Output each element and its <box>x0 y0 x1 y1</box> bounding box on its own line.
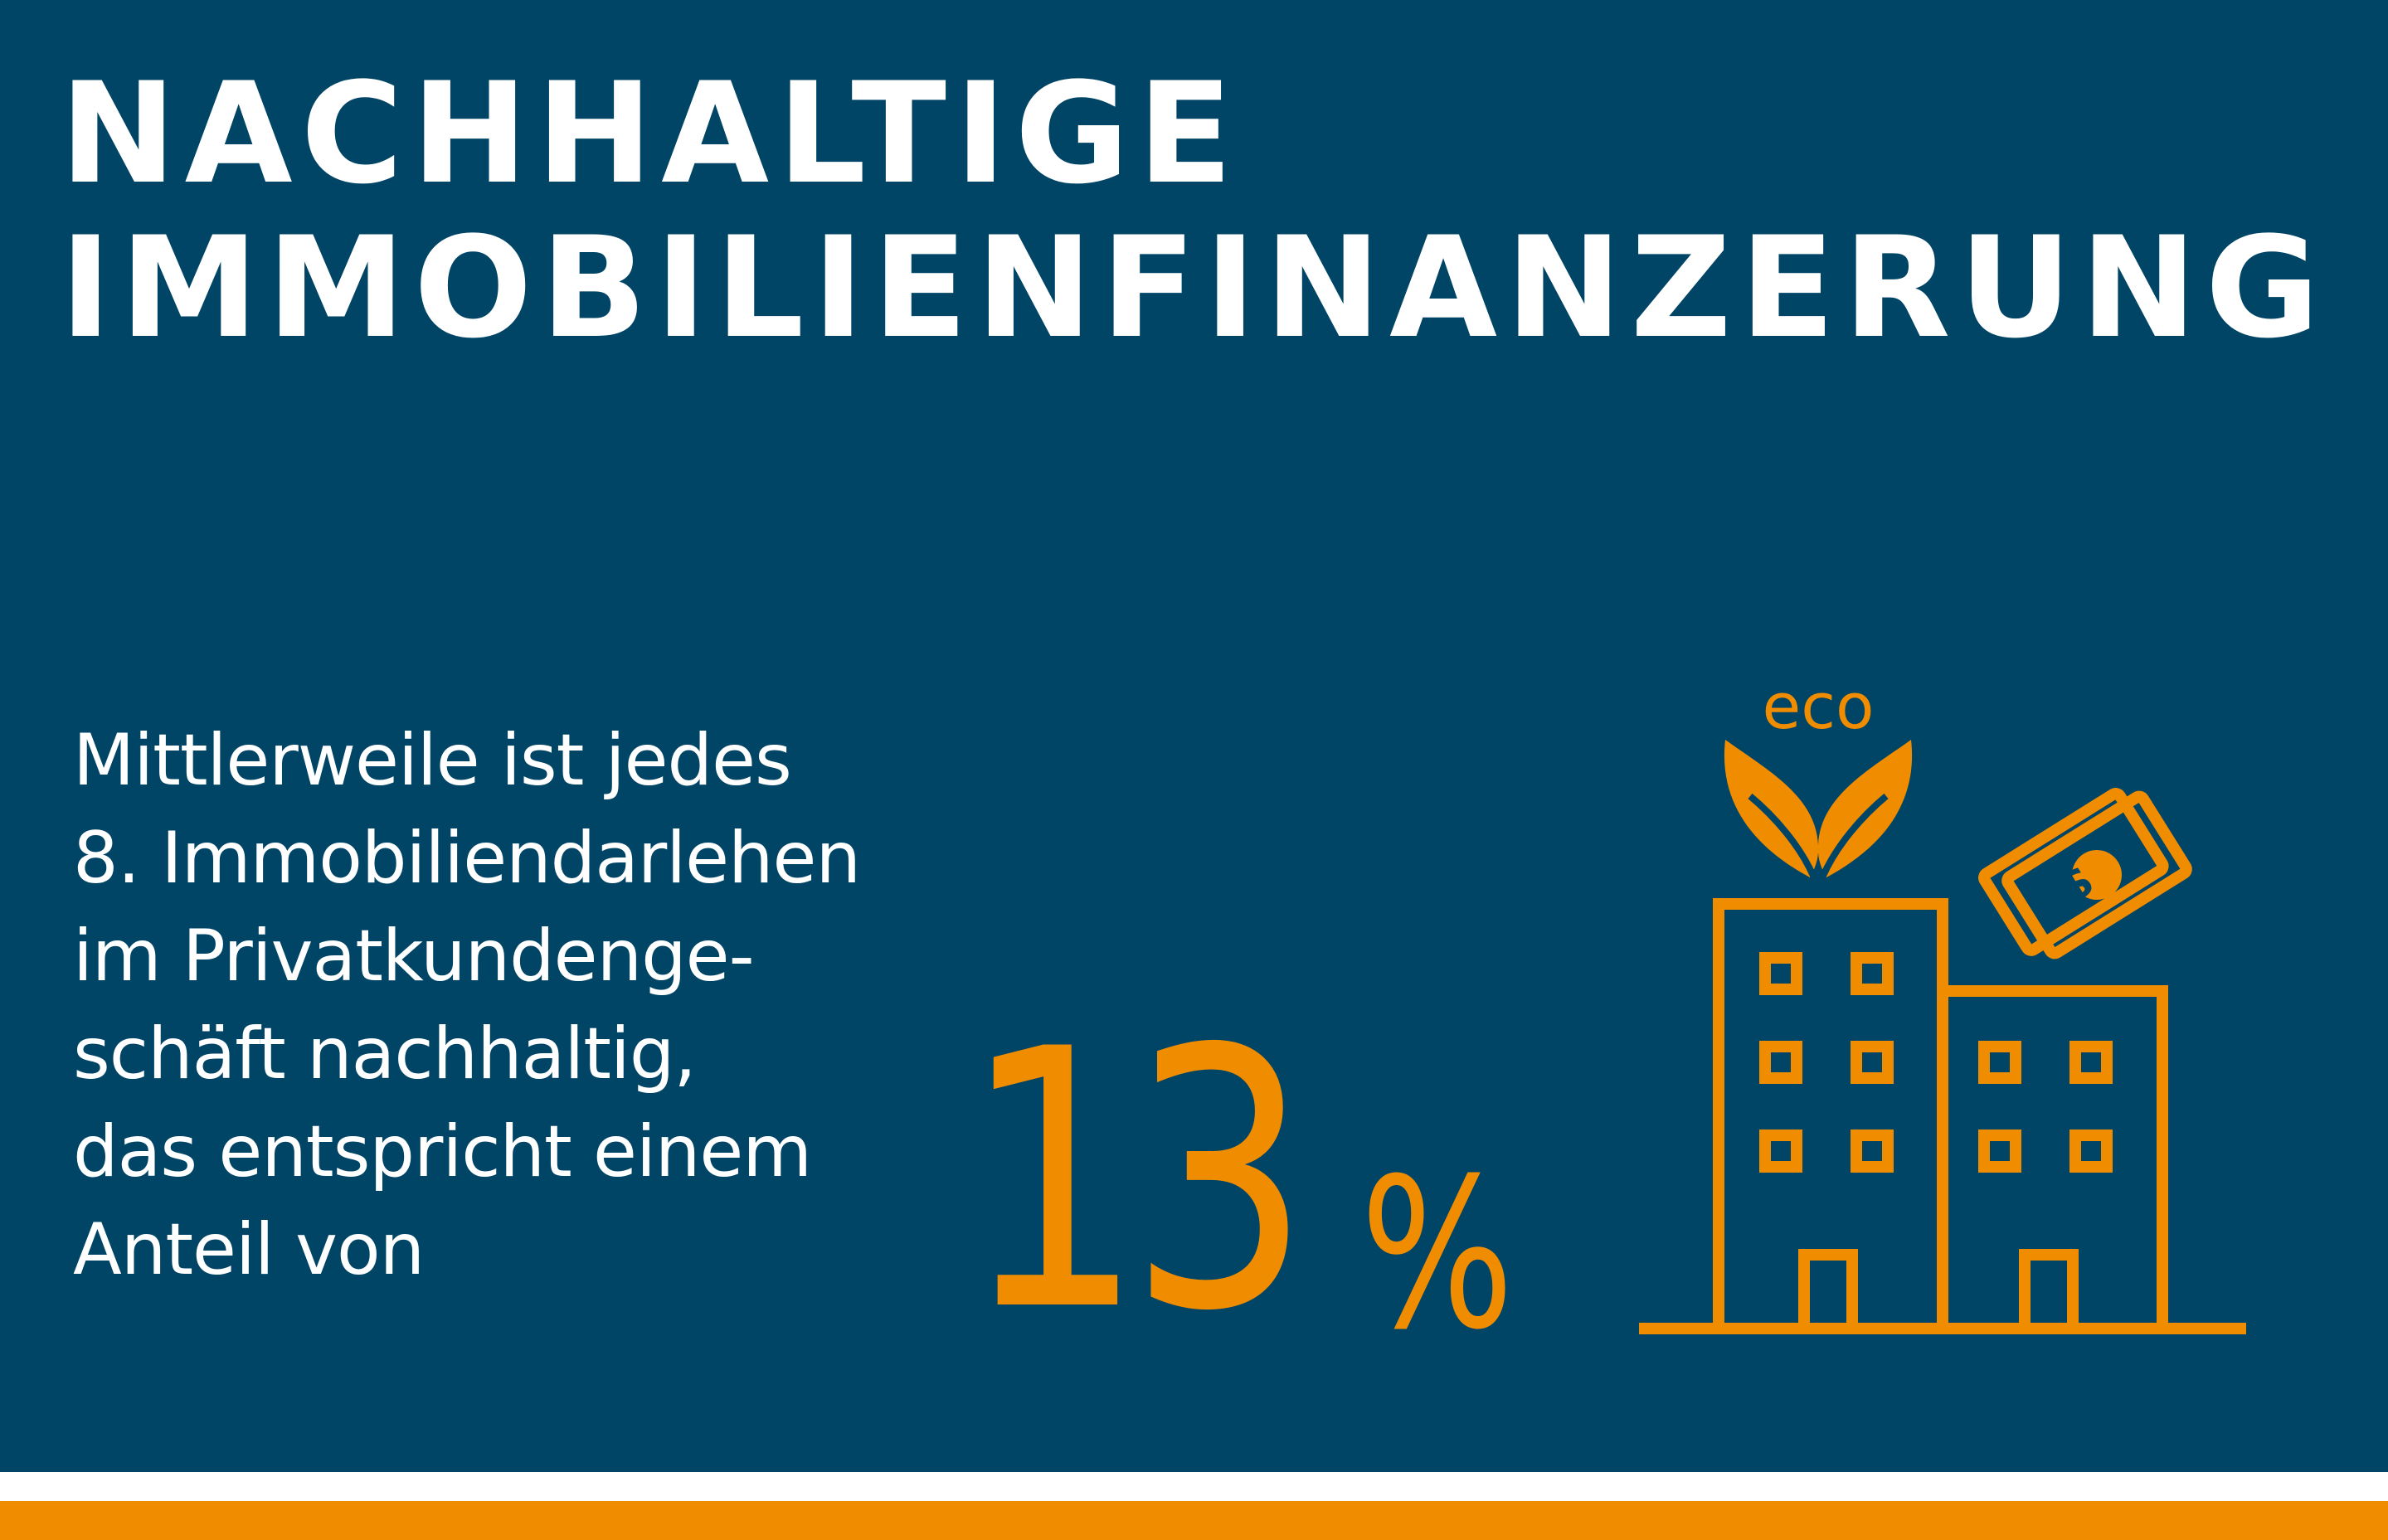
money-bill-icon <box>1978 787 2192 959</box>
stat-unit: % <box>1360 1134 1515 1375</box>
sustainable-buildings-illustration: $ eco <box>1639 680 2246 1334</box>
description: Mittlerweile ist jedes 8. Immobiliendarl… <box>73 712 861 1299</box>
stat-value: 13 <box>962 974 1311 1389</box>
eco-leaves-icon <box>1724 740 1913 877</box>
buildings-icon <box>1713 898 2168 1334</box>
headline-line-1: NACHHALTIGE <box>60 52 1242 215</box>
description-line-2: 8. Immobiliendarlehen <box>73 817 861 900</box>
description-line-3: im Privatkundenge- <box>73 915 755 998</box>
percentage-stat: 13 % <box>962 974 1514 1389</box>
description-line-6: Anteil von <box>73 1208 425 1291</box>
accent-stripe <box>0 1501 2388 1540</box>
headline: NACHHALTIGE IMMOBILIENFINANZERUNG <box>60 56 2328 365</box>
headline-line-2: IMMOBILIENFINANZERUNG <box>60 206 2328 369</box>
description-line-1: Mittlerweile ist jedes <box>73 719 792 802</box>
description-line-5: das entspricht einem <box>73 1110 812 1193</box>
eco-label: eco <box>1762 680 1874 743</box>
content-panel: NACHHALTIGE IMMOBILIENFINANZERUNG Mittle… <box>0 0 2388 1472</box>
description-line-4: schäft nachhaltig, <box>73 1013 697 1095</box>
